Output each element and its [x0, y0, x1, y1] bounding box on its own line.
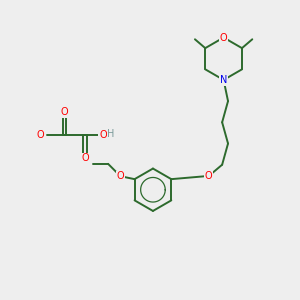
Text: H: H	[107, 129, 115, 139]
Text: O: O	[37, 130, 44, 140]
Text: O: O	[99, 130, 107, 140]
Text: O: O	[116, 171, 124, 181]
Text: O: O	[205, 171, 212, 181]
Text: O: O	[81, 153, 89, 163]
Text: O: O	[220, 32, 227, 43]
Text: O: O	[61, 107, 68, 117]
Text: N: N	[220, 75, 227, 85]
